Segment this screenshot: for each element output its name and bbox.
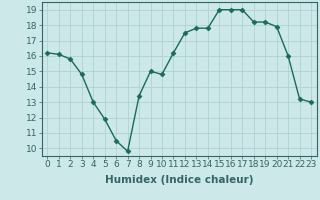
- X-axis label: Humidex (Indice chaleur): Humidex (Indice chaleur): [105, 175, 253, 185]
